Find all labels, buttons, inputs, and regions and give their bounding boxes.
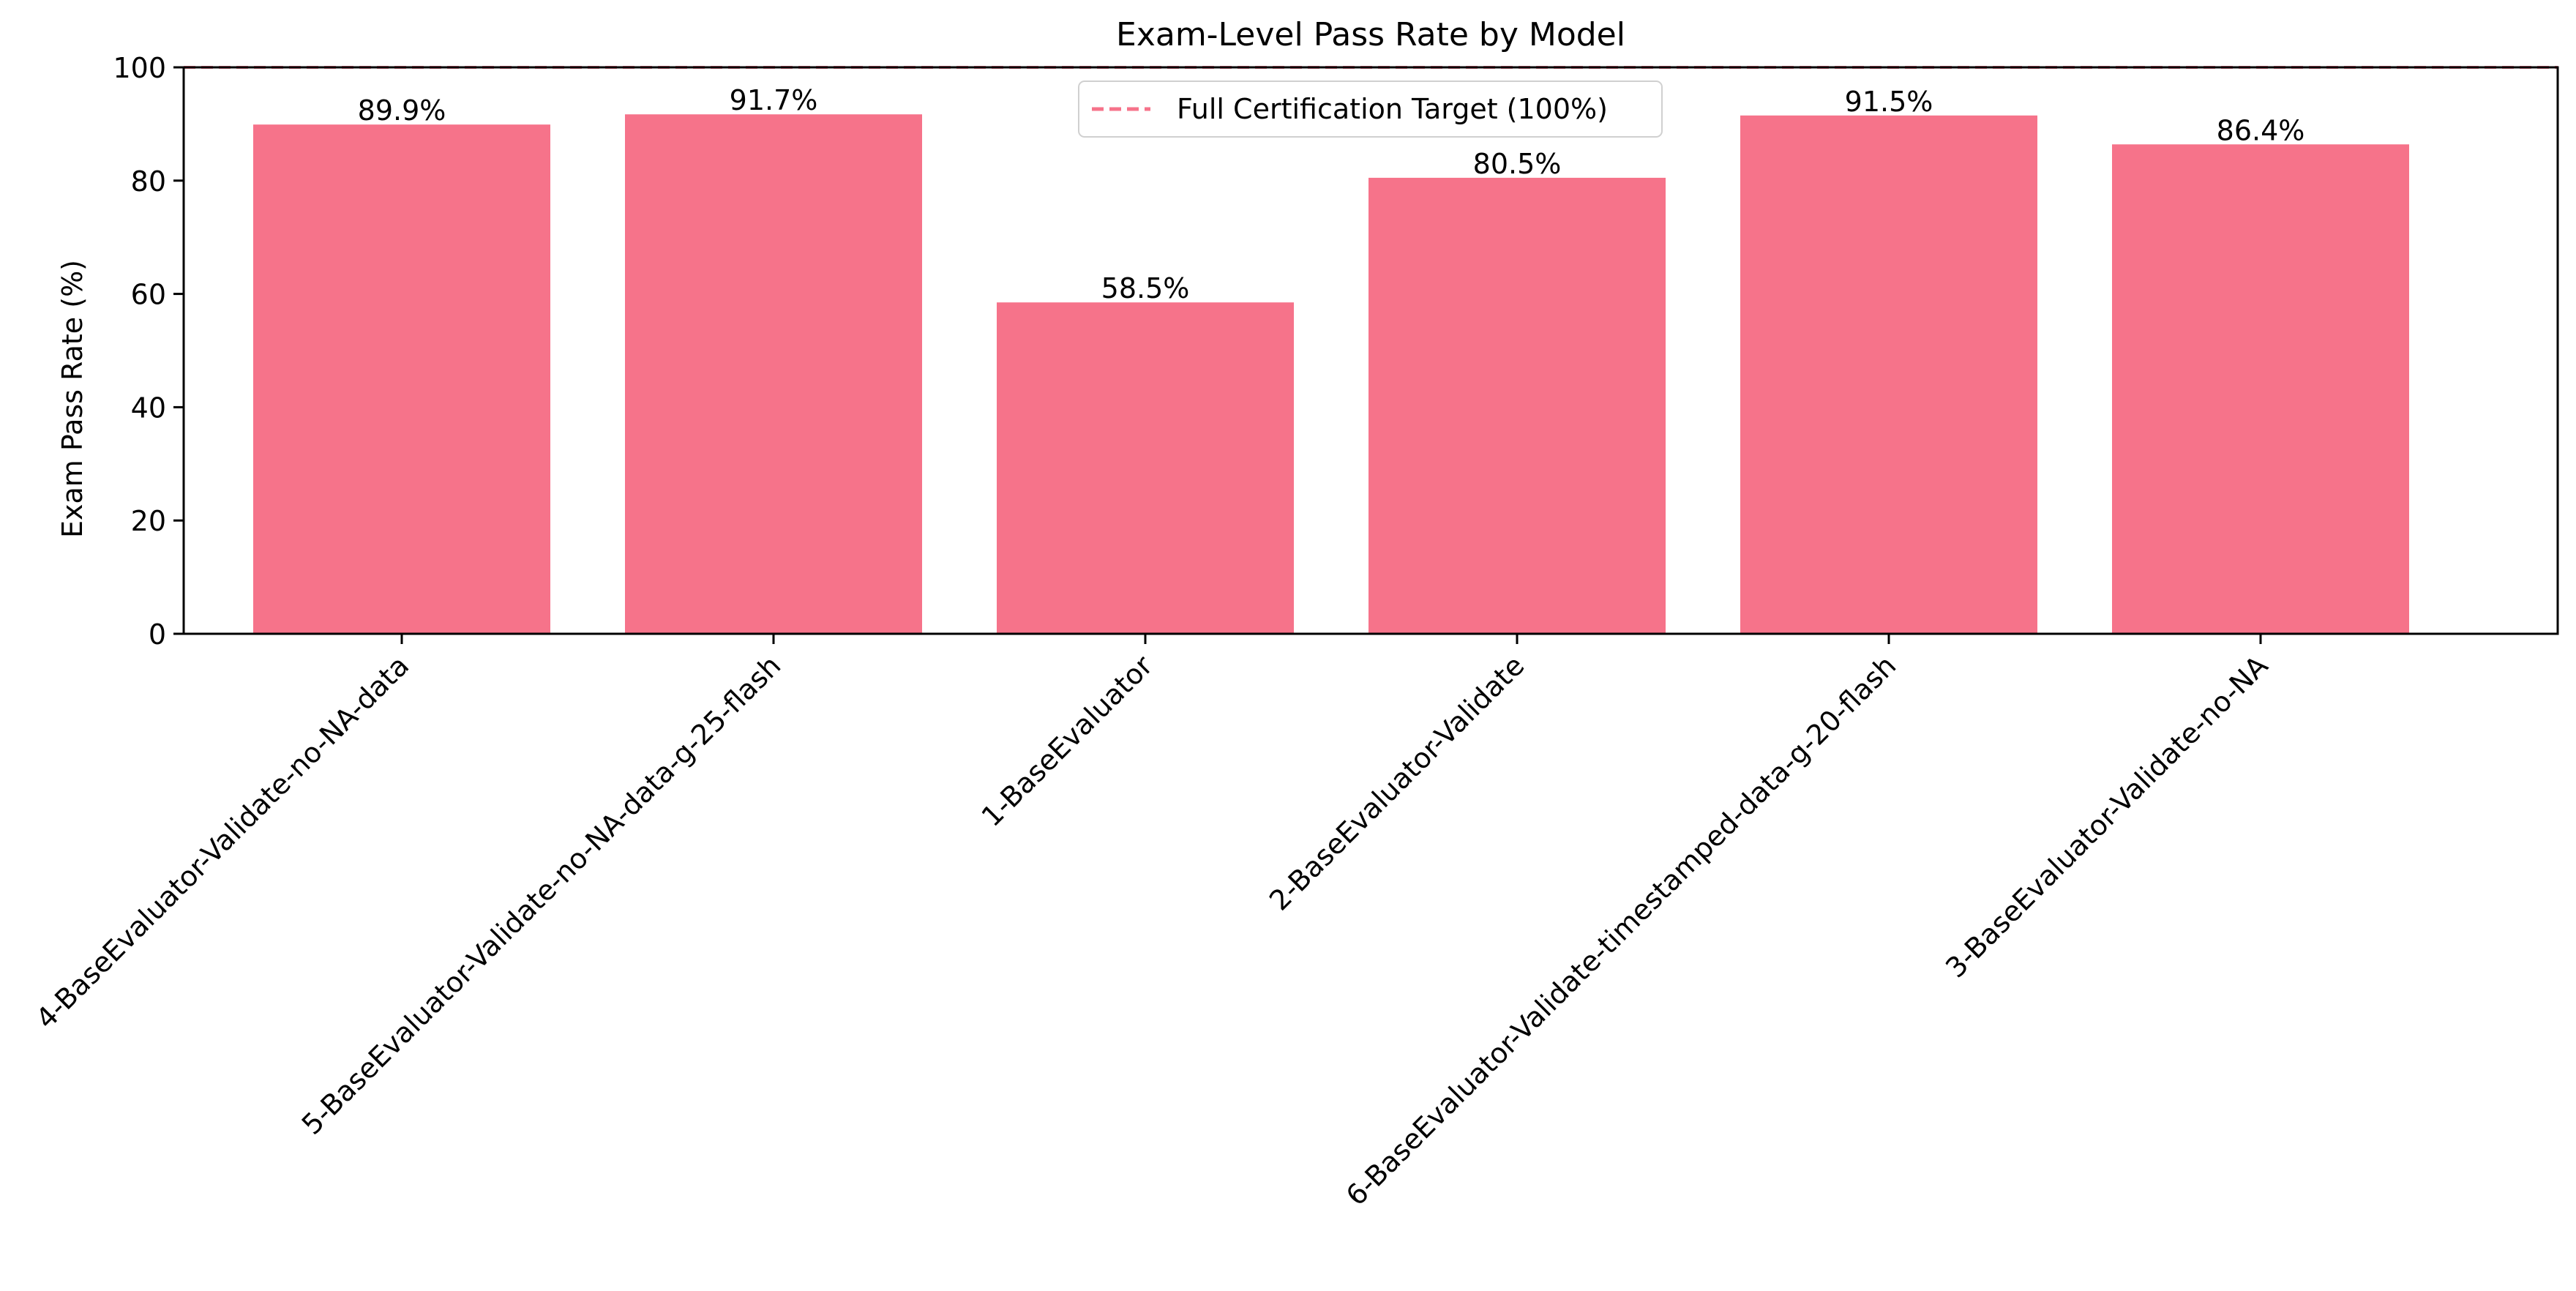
legend-label: Full Certification Target (100%) bbox=[1177, 93, 1608, 125]
y-tick-label: 20 bbox=[131, 505, 166, 537]
y-tick-label: 100 bbox=[113, 52, 166, 84]
bar bbox=[997, 302, 1294, 634]
y-axis-label: Exam Pass Rate (%) bbox=[56, 260, 89, 538]
legend-box bbox=[1078, 81, 1663, 138]
bar bbox=[1740, 115, 2037, 635]
bar-value-label: 91.5% bbox=[1845, 86, 1933, 118]
legend: Full Certification Target (100%) bbox=[1078, 81, 1663, 138]
y-tick-label: 60 bbox=[131, 279, 166, 311]
x-tick-label: 4-BaseEvaluator-Validate-no-NA-data bbox=[30, 649, 416, 1035]
bar-value-label: 86.4% bbox=[2217, 114, 2305, 146]
plot-area: 0 20 40 60 80 100 89.9% 4-BaseEvaluator-Validat… bbox=[30, 52, 2558, 1212]
x-tick-label: 2-BaseEvaluator-Validate bbox=[1263, 649, 1530, 916]
bar bbox=[625, 114, 922, 634]
bar-value-label: 80.5% bbox=[1473, 148, 1562, 180]
x-tick-label: 1-BaseEvaluator bbox=[976, 649, 1159, 833]
bar bbox=[2112, 144, 2409, 635]
y-tick-label: 40 bbox=[131, 392, 166, 424]
x-tick-label: 3-BaseEvaluator-Validate-no-NA bbox=[1939, 649, 2274, 984]
axes-frame bbox=[182, 66, 2559, 635]
x-tick-label: 5-BaseEvaluator-Validate-no-NA-data-g-25… bbox=[296, 649, 787, 1141]
bar bbox=[253, 124, 550, 634]
y-tick-label: 0 bbox=[149, 618, 166, 651]
bar-value-label: 89.9% bbox=[358, 94, 446, 127]
bar-value-label: 58.5% bbox=[1101, 272, 1190, 304]
bar bbox=[1368, 177, 1666, 634]
bar-value-label: 91.7% bbox=[730, 84, 818, 116]
chart-title: Exam-Level Pass Rate by Model bbox=[1116, 16, 1625, 53]
y-tick-label: 80 bbox=[131, 165, 166, 198]
